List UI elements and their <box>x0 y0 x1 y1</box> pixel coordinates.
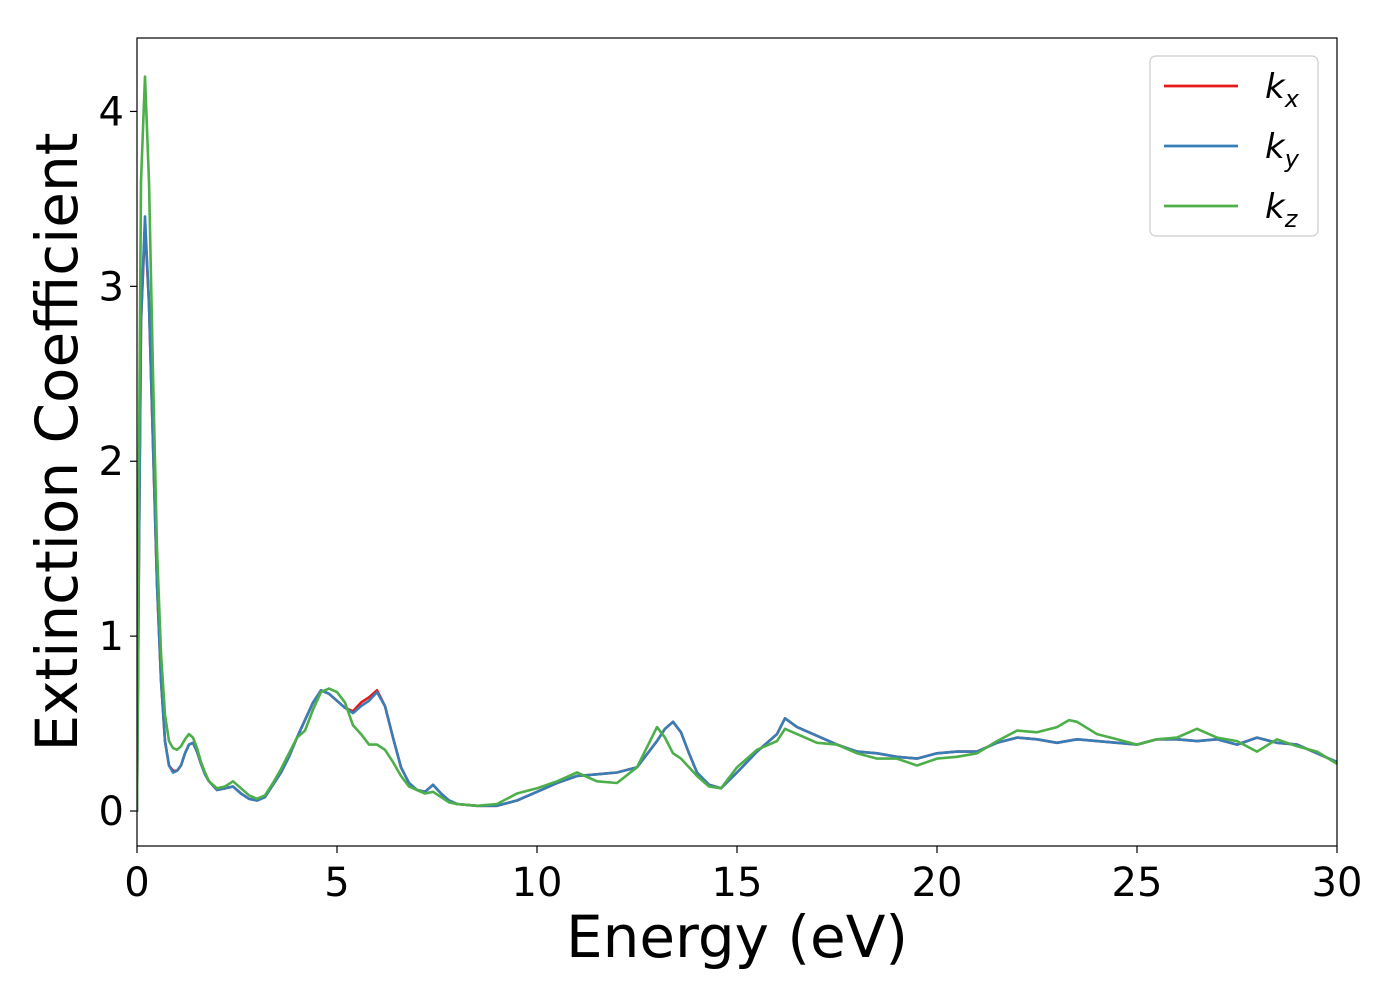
y-tick-label: 1 <box>99 614 124 660</box>
y-tick-label: 3 <box>99 264 124 310</box>
series-line-kz <box>137 75 1337 813</box>
x-tick-label: 20 <box>912 860 963 906</box>
legend-label-kx: kx <box>1265 67 1300 113</box>
y-axis-label: Extinction Coefficient <box>23 133 91 752</box>
legend: kx ky kz <box>1149 55 1319 237</box>
legend-label-ky: ky <box>1265 127 1300 173</box>
x-tick-label: 0 <box>124 860 149 906</box>
x-axis-ticks: 0 5 10 15 20 25 30 <box>124 846 1362 906</box>
x-tick-label: 10 <box>512 860 563 906</box>
plot-area <box>137 75 1337 813</box>
y-tick-label: 4 <box>99 89 124 135</box>
y-axis-ticks: 0 1 2 3 4 <box>99 89 137 835</box>
y-tick-label: 2 <box>99 439 124 485</box>
x-tick-label: 30 <box>1312 860 1363 906</box>
x-tick-label: 25 <box>1112 860 1163 906</box>
x-axis-label: Energy (eV) <box>566 903 908 971</box>
x-tick-label: 15 <box>712 860 763 906</box>
legend-label-kz: kz <box>1265 187 1299 233</box>
plot-frame <box>136 37 1338 847</box>
series-layer <box>137 75 1337 813</box>
x-tick-label: 5 <box>324 860 349 906</box>
y-tick-label: 0 <box>99 789 124 835</box>
